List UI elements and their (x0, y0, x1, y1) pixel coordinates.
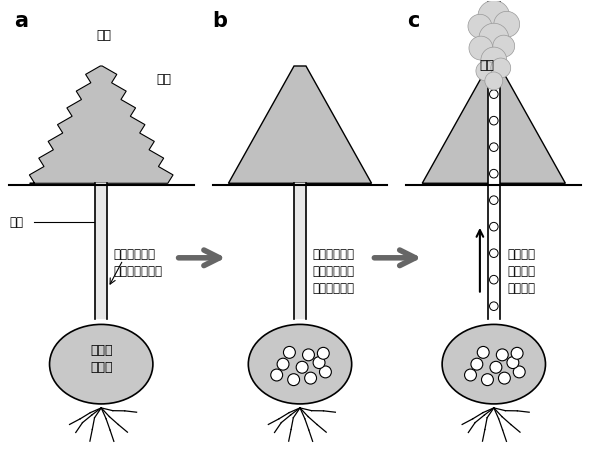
Circle shape (490, 169, 498, 178)
Ellipse shape (50, 324, 153, 404)
Circle shape (490, 196, 498, 204)
Circle shape (491, 58, 511, 78)
Ellipse shape (248, 324, 352, 404)
Text: a: a (14, 11, 28, 31)
Polygon shape (422, 66, 565, 183)
Polygon shape (95, 183, 107, 319)
Circle shape (478, 0, 510, 32)
Text: マグマが
上昇して
噴火する: マグマが 上昇して 噴火する (508, 248, 536, 295)
Circle shape (499, 372, 511, 384)
Circle shape (493, 35, 515, 57)
Circle shape (468, 14, 492, 38)
Circle shape (476, 61, 496, 81)
Polygon shape (229, 66, 371, 183)
Circle shape (490, 143, 498, 152)
Text: 地震: 地震 (156, 73, 171, 86)
Circle shape (490, 275, 498, 284)
Text: マグマに含ま
れる水が水蒸
気の泡になる: マグマに含ま れる水が水蒸 気の泡になる (312, 248, 354, 295)
Circle shape (477, 346, 489, 359)
Circle shape (490, 116, 498, 125)
Circle shape (490, 63, 498, 72)
Text: 火道: 火道 (10, 216, 24, 228)
Circle shape (277, 358, 289, 370)
Circle shape (287, 374, 299, 385)
Circle shape (319, 366, 331, 378)
Circle shape (471, 358, 483, 370)
Text: b: b (212, 11, 227, 31)
Circle shape (511, 347, 523, 359)
Circle shape (317, 347, 329, 359)
Text: マグマ
だまり: マグマ だまり (90, 344, 112, 374)
Circle shape (482, 374, 493, 385)
Circle shape (271, 369, 283, 381)
Polygon shape (294, 183, 306, 319)
Circle shape (496, 349, 508, 361)
Circle shape (490, 361, 502, 373)
Circle shape (490, 90, 498, 98)
Polygon shape (29, 66, 173, 183)
Circle shape (485, 72, 503, 90)
Circle shape (479, 23, 509, 53)
Circle shape (494, 11, 520, 37)
Text: 地震の揺れで
割れ目が生じる: 地震の揺れで 割れ目が生じる (113, 248, 162, 278)
Circle shape (305, 372, 317, 384)
Circle shape (490, 10, 498, 19)
Circle shape (513, 366, 525, 378)
Circle shape (313, 357, 325, 369)
Circle shape (490, 222, 498, 231)
Circle shape (296, 361, 308, 373)
Circle shape (283, 346, 295, 359)
Text: c: c (407, 11, 420, 31)
Circle shape (302, 349, 314, 361)
Text: 火口: 火口 (97, 29, 112, 42)
Circle shape (481, 47, 507, 73)
Ellipse shape (442, 324, 545, 404)
Text: 噴火: 噴火 (479, 59, 494, 72)
Circle shape (490, 37, 498, 46)
Circle shape (490, 249, 498, 258)
Circle shape (507, 357, 519, 369)
Circle shape (464, 369, 476, 381)
Polygon shape (488, 1, 500, 319)
Circle shape (490, 302, 498, 310)
Circle shape (469, 36, 493, 60)
